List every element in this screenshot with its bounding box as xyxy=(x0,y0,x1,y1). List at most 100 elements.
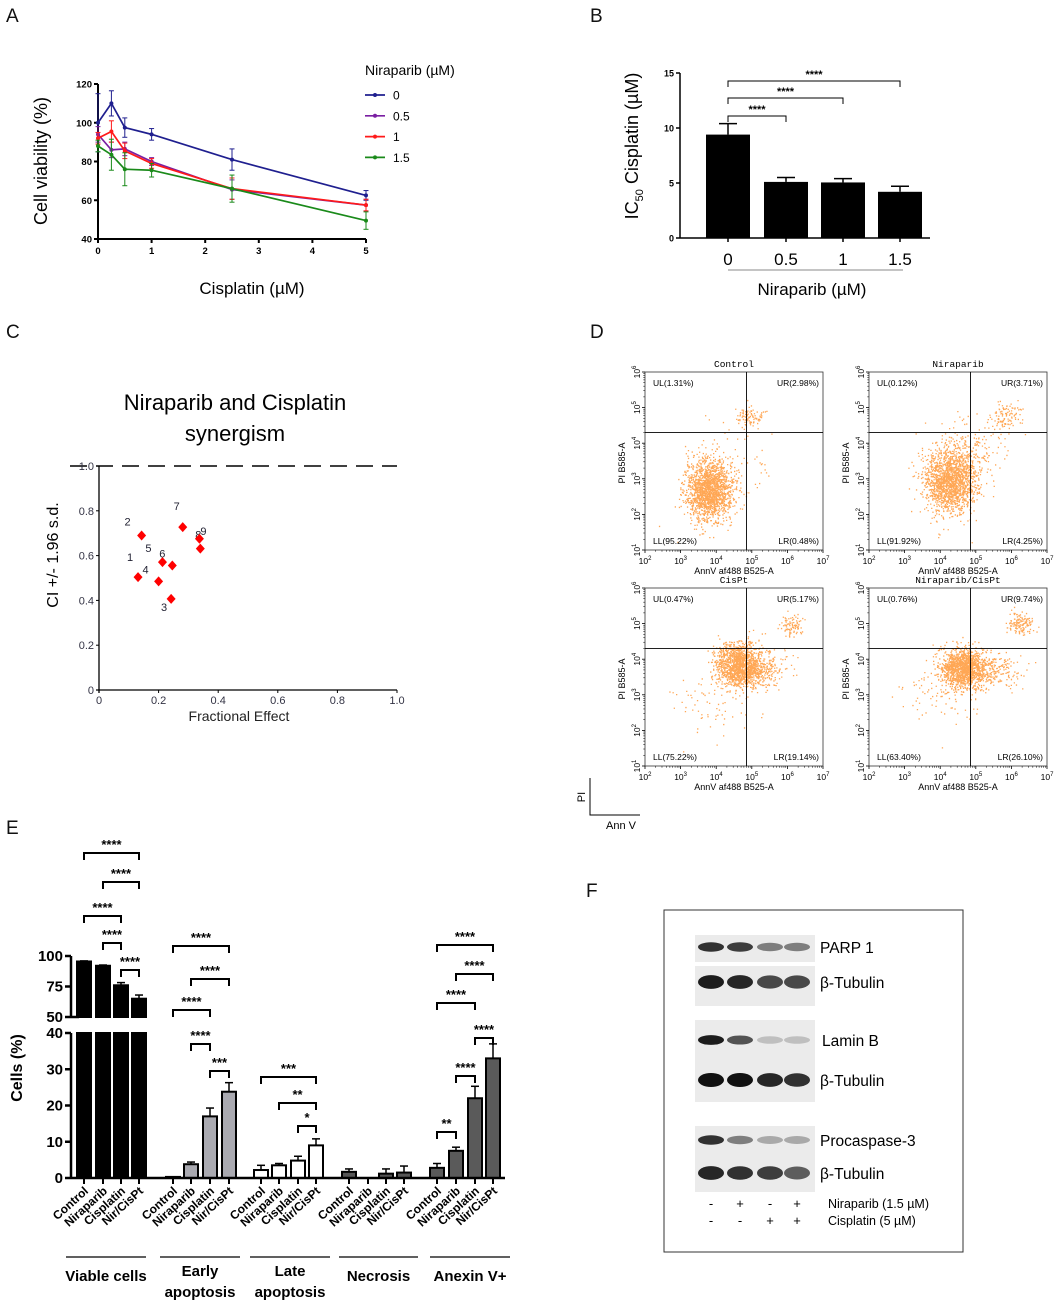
significance-bracket xyxy=(209,1070,230,1078)
plot-title: CisPt xyxy=(720,575,749,586)
x-tick-label: 0 xyxy=(723,250,732,269)
significance-bracket xyxy=(436,944,494,952)
tick-base: 10 xyxy=(639,556,649,566)
x-tick-label: 0 xyxy=(96,695,102,707)
significance-label: * xyxy=(304,1110,310,1125)
tick-base: 10 xyxy=(674,556,684,566)
x-tick-label: 104 xyxy=(934,772,947,782)
bar-niraparib-upper xyxy=(95,964,111,1019)
bar-control xyxy=(429,1166,445,1179)
tick-base: 10 xyxy=(632,511,642,521)
legend-label: 0.5 xyxy=(393,109,410,123)
significance-label: **** xyxy=(474,1022,495,1037)
bar-nir-cispt-upper xyxy=(131,997,147,1019)
quadrant-ul: UL(1.31%) xyxy=(653,378,694,388)
tick-exponent: 7 xyxy=(826,772,830,778)
flow-plot-niraparib-cispt: Niraparib/CisPt UL(0.76%) UR(9.74%) LL(63.4… xyxy=(841,575,1054,792)
x-tick-label: 107 xyxy=(817,772,830,782)
tick-exponent: 2 xyxy=(632,507,638,511)
tick-base: 10 xyxy=(710,772,720,782)
tick-exponent: 5 xyxy=(632,617,638,621)
tick-base: 10 xyxy=(632,763,642,773)
x-tick-label: 107 xyxy=(817,556,830,566)
flow-plot-control: Control UL(1.31%) UR(2.98%) LL(95.22%) LR(0.… xyxy=(617,359,830,576)
data-point xyxy=(364,218,368,223)
treatment-sign: - xyxy=(709,1196,713,1211)
significance-bracket xyxy=(172,945,230,953)
significance-label: **** xyxy=(191,930,212,945)
data-point xyxy=(96,120,100,125)
panel-label-c: C xyxy=(6,322,20,343)
tick-base: 10 xyxy=(1041,556,1051,566)
tick-exponent: 6 xyxy=(632,581,638,585)
tick-base: 10 xyxy=(1005,772,1015,782)
significance-bracket xyxy=(260,1076,317,1084)
flow-plot-niraparib: Niraparib UL(0.12%) UR(3.71%) LL(91.92%) LR(… xyxy=(841,359,1054,576)
significance-bracket xyxy=(436,1002,476,1010)
quadrant-ur: UR(3.71%) xyxy=(1001,378,1043,388)
tick-base: 10 xyxy=(969,772,979,782)
bar-niraparib xyxy=(448,1149,464,1179)
y-axis-label-main: IC xyxy=(622,201,642,219)
x-tick-label: 107 xyxy=(1041,556,1054,566)
y-tick-label: 0.2 xyxy=(79,640,94,652)
data-point xyxy=(122,167,127,172)
group-label: Early xyxy=(182,1263,219,1280)
protein-band xyxy=(698,1166,724,1180)
bar-nir-cispt xyxy=(308,1144,324,1179)
tick-base: 10 xyxy=(1041,772,1051,782)
y-tick-label: 106 xyxy=(632,365,642,378)
tick-exponent: 1 xyxy=(856,759,862,763)
plot-frame xyxy=(644,587,824,767)
blot-label: β-Tubulin xyxy=(820,1073,884,1090)
series-1.5 xyxy=(95,138,369,230)
tick-exponent: 3 xyxy=(908,556,912,562)
legend-title: Niraparib (µM) xyxy=(365,62,455,78)
x-tick-label: 103 xyxy=(674,772,687,782)
tick-exponent: 2 xyxy=(856,507,862,511)
significance-bracket xyxy=(297,1125,317,1133)
y-tick-label: 103 xyxy=(856,688,866,701)
y-tick-label: 15 xyxy=(664,69,674,79)
y-tick-label: 30 xyxy=(46,1061,63,1078)
blot-row-parp-1: PARP 1 xyxy=(695,935,874,962)
tick-base: 10 xyxy=(632,475,642,485)
treatment-sign: - xyxy=(768,1196,772,1211)
y-tick-label: 105 xyxy=(856,617,866,630)
flow-events xyxy=(908,400,1027,544)
series-line xyxy=(97,130,367,206)
protein-band xyxy=(757,1036,783,1044)
significance-label: **** xyxy=(92,900,113,915)
tick-base: 10 xyxy=(632,547,642,557)
panel-b-ic50-chart: 0 0.5 1 1.5 0 5 10 15 Niraparib (µM) IC50 Cisplat… xyxy=(622,69,930,299)
x-tick-label: 106 xyxy=(781,772,794,782)
protein-band xyxy=(757,975,783,989)
data-point xyxy=(166,593,176,604)
tick-exponent: 5 xyxy=(632,401,638,405)
bar-control-lower xyxy=(76,1032,92,1179)
blot-row--tubulin: β-Tubulin xyxy=(695,1160,884,1192)
tick-base: 10 xyxy=(898,772,908,782)
quadrant-ur: UR(5.17%) xyxy=(777,594,819,604)
data-point xyxy=(178,522,188,533)
legend-label: 1 xyxy=(393,130,400,144)
data-point xyxy=(230,157,234,162)
protein-band xyxy=(784,975,810,989)
data-point xyxy=(137,530,147,541)
y-tick-label: 20 xyxy=(46,1098,63,1115)
x-axis-label: Niraparib (µM) xyxy=(758,280,867,299)
y-tick-label: 10 xyxy=(664,124,674,134)
x-tick-label: 0.5 xyxy=(774,250,798,269)
blot-row-procaspase-3: Procaspase-3 xyxy=(695,1126,916,1160)
significance-bracket xyxy=(278,1102,317,1110)
significance-label: **** xyxy=(464,958,485,973)
data-point xyxy=(109,129,114,134)
significance-label: **** xyxy=(748,104,766,116)
tick-exponent: 7 xyxy=(1050,556,1054,562)
significance-bracket xyxy=(727,80,901,87)
quadrant-ul: UL(0.47%) xyxy=(653,594,694,604)
x-tick-label: 1 xyxy=(838,250,847,269)
x-tick-label: 0.2 xyxy=(151,695,166,707)
bar-nir-cispt-lower xyxy=(131,1032,147,1179)
y-tick-label: 101 xyxy=(632,759,642,772)
